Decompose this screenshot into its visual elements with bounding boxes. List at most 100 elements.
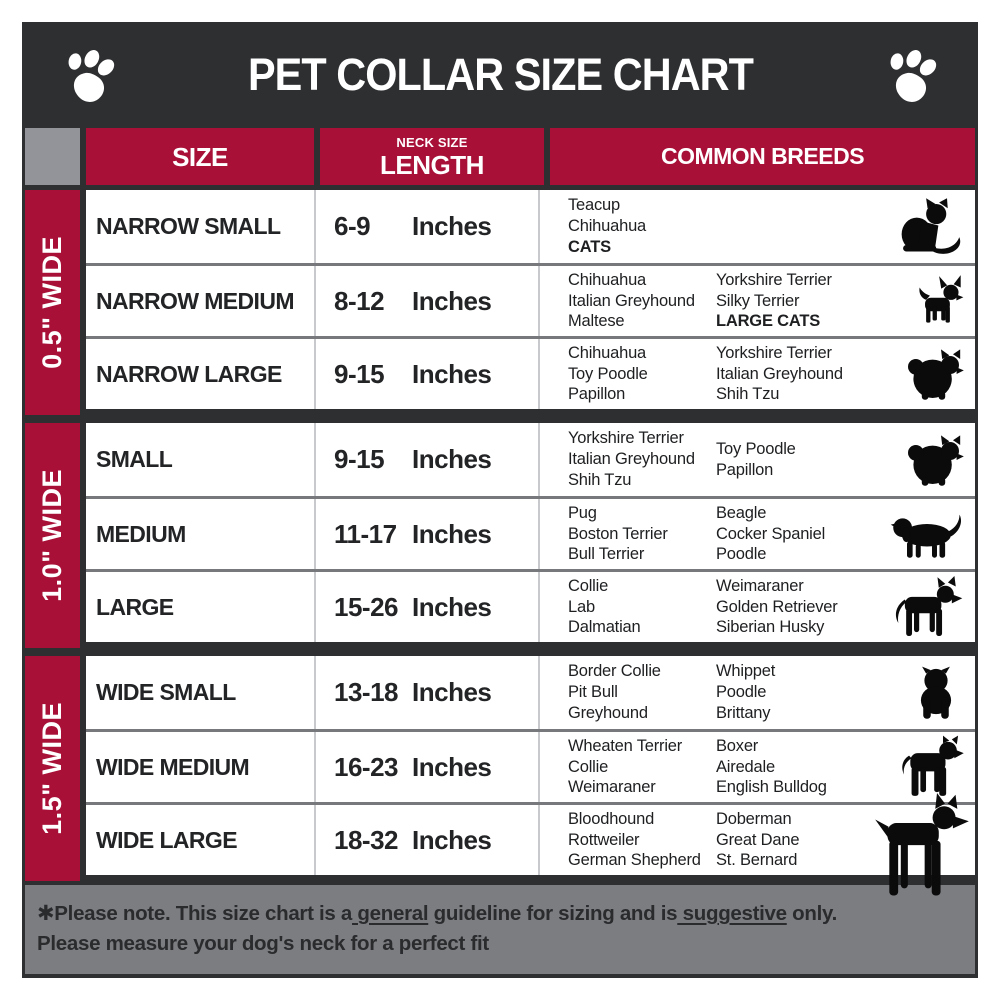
breeds-column-2: Boxer Airedale English Bulldog	[716, 736, 864, 799]
breed-name: Airedale	[716, 757, 775, 776]
breed-name: Great Dane	[716, 830, 800, 849]
breed-name: Italian Greyhound	[568, 291, 695, 310]
group-rows: SMALL 9-15 Inches Yorkshire Terrier Italian …	[86, 423, 975, 648]
breed-name: Chihuahua	[568, 217, 647, 236]
width-label-bar: 1.0" WIDE	[25, 423, 80, 648]
neck-length-range: 18-32	[334, 824, 399, 855]
column-header-breeds-label: COMMON BREEDS	[660, 143, 865, 169]
breed-name: Weimaraner	[568, 778, 656, 797]
neck-length-range: 8-12	[334, 285, 385, 316]
neck-length-unit: Inches	[412, 677, 492, 707]
common-breeds-cell: Bloodhound Rottweiler German Shepherd Dober…	[538, 792, 975, 896]
table-row: SMALL 9-15 Inches Yorkshire Terrier Italian …	[86, 423, 975, 496]
title-band: PET COLLAR SIZE CHART	[22, 22, 978, 128]
breed-name: Silky Terrier	[716, 291, 800, 310]
breed-name: Shih Tzu	[716, 385, 780, 404]
neck-length: 13-18 Inches	[314, 656, 538, 729]
size-name: WIDE LARGE	[96, 826, 238, 853]
footer-note: ✱Please note. This size chart is a gener…	[25, 885, 975, 974]
breed-name: Poodle	[716, 545, 767, 564]
breed-name: LARGE CATS	[716, 312, 821, 331]
breed-name: Collie	[568, 757, 609, 776]
size-name: LARGE	[96, 593, 174, 620]
breeds-column-1: Chihuahua Italian Greyhound Maltese	[568, 270, 716, 333]
column-header-breeds: COMMON BREEDS	[550, 128, 975, 185]
breed-name: Papillon	[568, 385, 626, 404]
width-label-bar: 0.5" WIDE	[25, 190, 80, 415]
breeds-column-1: Border Collie Pit Bull Greyhound	[568, 661, 716, 724]
doberman-icon	[873, 792, 971, 899]
common-breeds-cell: Teacup Chihuahua CATS	[538, 190, 975, 263]
neck-length: 11-17 Inches	[314, 499, 538, 569]
breed-name: Bloodhound	[568, 809, 655, 828]
column-header-size: SIZE	[86, 128, 314, 185]
breed-name: Maltese	[568, 312, 625, 331]
neck-length-range: 15-26	[334, 591, 399, 622]
common-breeds-cell: Collie Lab Dalmatian Weimaraner Golden Retri…	[538, 572, 975, 642]
breeds-column-1: Chihuahua Toy Poodle Papillon	[568, 343, 716, 406]
breed-name: Teacup	[568, 196, 621, 215]
breed-name: Yorkshire Terrier	[568, 429, 684, 448]
breed-name: Greyhound	[568, 703, 648, 722]
group-rows: WIDE SMALL 13-18 Inches Border Collie Pit Bu…	[86, 656, 975, 896]
table-row: WIDE SMALL 13-18 Inches Border Collie Pit Bu…	[86, 656, 975, 729]
column-header-length-label: LENGTH	[380, 149, 484, 180]
common-breeds-cell: Chihuahua Italian Greyhound Maltese Yorkshi…	[538, 266, 975, 336]
table-row: NARROW LARGE 9-15 Inches Chihuahua Toy Poodl…	[86, 336, 975, 409]
table-header-row: SIZE NECK SIZE LENGTH COMMON BREEDS	[25, 128, 975, 185]
breeds-column-1: Yorkshire Terrier Italian Greyhound Shih T…	[568, 428, 716, 491]
table-row: LARGE 15-26 Inches Collie Lab Dalmatian Weimar…	[86, 569, 975, 642]
column-header-size-label: SIZE	[172, 141, 228, 172]
neck-length: 9-15 Inches	[314, 339, 538, 409]
breed-name: Chihuahua	[568, 270, 647, 289]
size-name: WIDE MEDIUM	[96, 753, 250, 780]
group-rows: NARROW SMALL 6-9 Inches Teacup Chihuahua CATS…	[86, 190, 975, 415]
footer-note-line2: Please measure your dog's neck for a per…	[37, 932, 489, 956]
breed-name: Toy Poodle	[568, 364, 648, 383]
breed-name: Golden Retriever	[716, 597, 838, 616]
pomeranian-icon	[905, 433, 965, 487]
neck-length-unit: Inches	[412, 358, 492, 389]
neck-length-unit: Inches	[412, 285, 492, 316]
size-name: MEDIUM	[96, 520, 186, 547]
breed-name: Collie	[568, 576, 609, 595]
breed-name: Dalmatian	[568, 618, 641, 637]
common-breeds-cell: Wheaten Terrier Collie Weimaraner Boxer Aire…	[538, 732, 975, 802]
neck-length: 18-32 Inches	[314, 805, 538, 875]
breed-name: Italian Greyhound	[716, 364, 843, 383]
asterisk-icon: ✱	[37, 902, 55, 925]
neck-length-unit: Inches	[412, 824, 492, 855]
neck-length-unit: Inches	[412, 751, 492, 782]
common-breeds-cell: Pug Boston Terrier Bull Terrier Beagle Cocke…	[538, 499, 975, 569]
breeds-column-1: Collie Lab Dalmatian	[568, 576, 716, 639]
breed-name: Pug	[568, 503, 597, 522]
column-header-necksize-label: NECK SIZE	[396, 134, 468, 150]
breeds-column-2: Toy Poodle Papillon	[716, 439, 864, 481]
common-breeds-cell: Border Collie Pit Bull Greyhound Whippet Poo…	[538, 656, 975, 729]
breed-name: Toy Poodle	[716, 439, 796, 458]
breeds-column-2: Whippet Poodle Brittany	[716, 661, 864, 724]
breed-name: English Bulldog	[716, 778, 827, 797]
size-name: NARROW MEDIUM	[96, 287, 295, 314]
breed-name: St. Bernard	[716, 851, 798, 870]
shepherd-icon	[893, 576, 965, 638]
note-text: only.	[786, 902, 837, 925]
breeds-column-1: Pug Boston Terrier Bull Terrier	[568, 503, 716, 566]
table-row: WIDE LARGE 18-32 Inches Bloodhound Rottweile…	[86, 792, 975, 896]
table-row: NARROW SMALL 6-9 Inches Teacup Chihuahua CATS	[86, 190, 975, 263]
cat-icon	[893, 197, 965, 256]
note-underlined-word: general	[352, 902, 429, 925]
width-label: 1.5" WIDE	[37, 702, 67, 835]
common-breeds-cell: Chihuahua Toy Poodle Papillon Yorkshire Ter…	[538, 339, 975, 409]
neck-length: 15-26 Inches	[314, 572, 538, 642]
size-group: 1.0" WIDE SMALL 9-15 Inches Yorkshire Terrie…	[25, 423, 975, 648]
neck-length: 6-9 Inches	[314, 190, 538, 263]
breed-name: Yorkshire Terrier	[716, 343, 832, 362]
dachshund-icon	[889, 509, 965, 559]
neck-length-range: 9-15	[334, 358, 385, 389]
width-label: 0.5" WIDE	[37, 236, 67, 369]
chart-frame: PET COLLAR SIZE CHART SIZE NECK SIZE LEN…	[22, 22, 978, 978]
breed-name: Boxer	[716, 736, 759, 755]
paw-icon	[880, 44, 942, 106]
breeds-column-2: Beagle Cocker Spaniel Poodle	[716, 503, 864, 566]
